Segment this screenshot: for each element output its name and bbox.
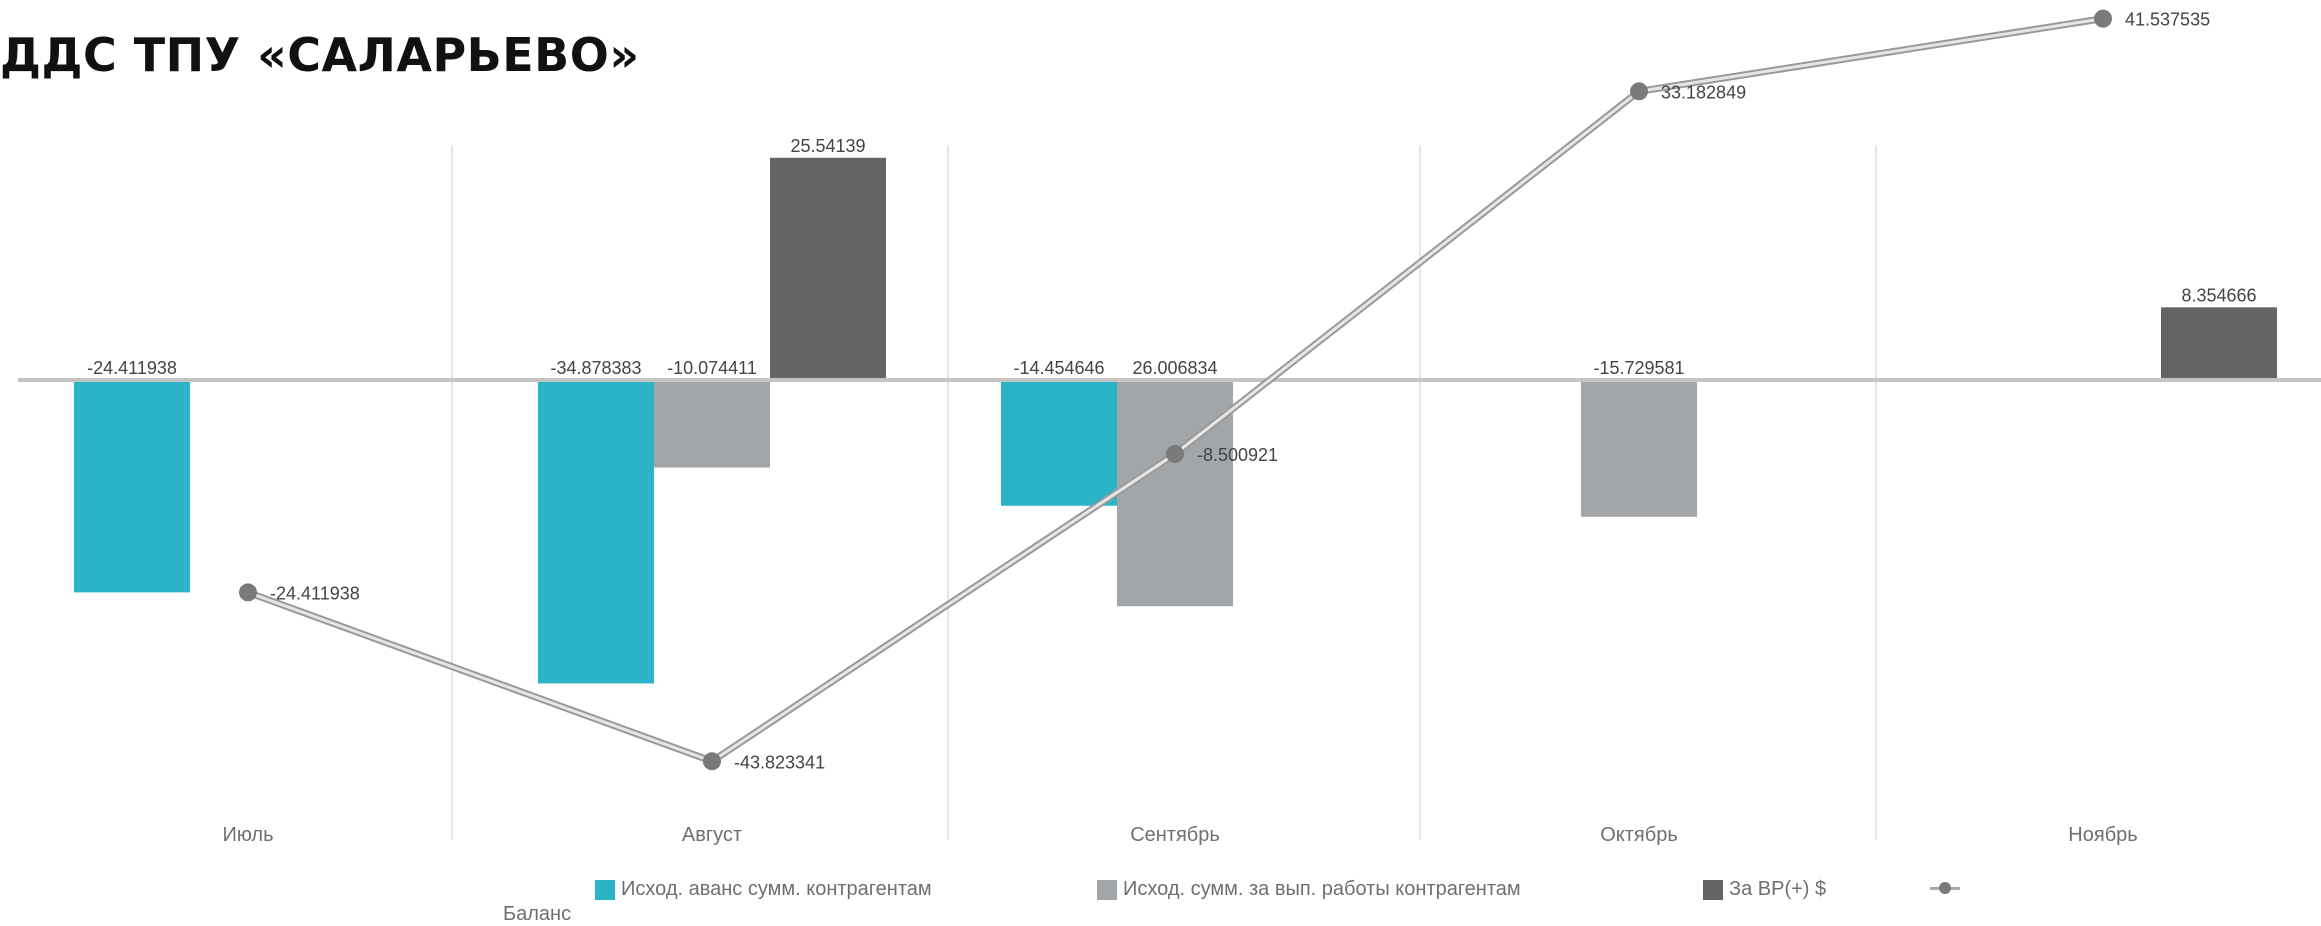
- legend-label-vr: За ВР(+) $: [1729, 878, 1827, 900]
- x-tick-1: Август: [682, 824, 742, 846]
- bar-label-s1-c1: -10.074411: [667, 358, 757, 378]
- x-tick-4: Ноябрь: [2068, 824, 2137, 846]
- balance-label-4: 41.537535: [2125, 10, 2210, 30]
- balance-point-3: [1630, 82, 1648, 101]
- bar-s0-c1: [538, 380, 654, 684]
- bar-label-s1-c2: 26.006834: [1132, 358, 1217, 378]
- x-tick-0: Июль: [222, 824, 273, 846]
- bar-label-s0-c1: -34.878383: [550, 358, 641, 378]
- balance-label-3: 33.182849: [1661, 82, 1746, 102]
- bar-label-s2-c4: 8.354666: [2181, 285, 2256, 305]
- legend-marker-balance: [1930, 878, 1960, 898]
- balance-label-0: -24.411938: [270, 583, 360, 603]
- bar-s1-c3: [1581, 380, 1697, 517]
- bar-label-s0-c2: -14.454646: [1013, 358, 1104, 378]
- bar-series: [74, 157, 2277, 684]
- bar-s2-c4: [2161, 307, 2277, 380]
- legend-item-balance[interactable]: [1930, 878, 1966, 898]
- bar-s2-c1: [770, 157, 886, 380]
- balance-label-1: -43.823341: [734, 752, 825, 772]
- x-tick-2: Сентябрь: [1130, 824, 1220, 846]
- legend-swatch-works: [1097, 879, 1117, 900]
- bar-s1-c2: [1117, 380, 1233, 607]
- bar-label-s2-c1: 25.54139: [790, 136, 865, 156]
- balance-point-1: [703, 752, 721, 771]
- legend-item-works[interactable]: Исход. сумм. за вып. работы контрагентам: [1097, 878, 1521, 901]
- balance-point-2: [1166, 444, 1184, 463]
- legend-item-vr[interactable]: За ВР(+) $: [1703, 878, 1826, 901]
- chart-title: ДДС ТПУ «САЛАРЬЕВО»: [0, 28, 640, 82]
- legend-label-advance: Исход. аванс сумм. контрагентам: [621, 878, 932, 900]
- x-axis-ticks: Июль Август Сентябрь Октябрь Ноябрь: [222, 824, 2137, 846]
- bar-label-s0-c0: -24.411938: [87, 358, 177, 378]
- bar-label-s1-c3: -15.729581: [1593, 358, 1684, 378]
- balance-point-0: [239, 583, 257, 602]
- bar-s0-c2: [1001, 380, 1117, 506]
- data-labels: -24.411938 -34.878383 -14.454646 -10.074411…: [87, 10, 2256, 773]
- balance-point-4: [2094, 9, 2112, 28]
- balance-line: [239, 9, 2112, 771]
- legend-swatch-vr: [1703, 879, 1723, 900]
- balance-label-2: -8.500921: [1197, 445, 1278, 465]
- legend-swatch-advance: [595, 879, 615, 900]
- legend-item-advance[interactable]: Исход. аванс сумм. контрагентам: [595, 878, 932, 901]
- x-tick-3: Октябрь: [1600, 824, 1678, 846]
- bar-s0-c0: [74, 380, 190, 593]
- bar-s1-c1: [654, 380, 770, 468]
- legend-label-works: Исход. сумм. за вып. работы контрагентам: [1123, 878, 1521, 900]
